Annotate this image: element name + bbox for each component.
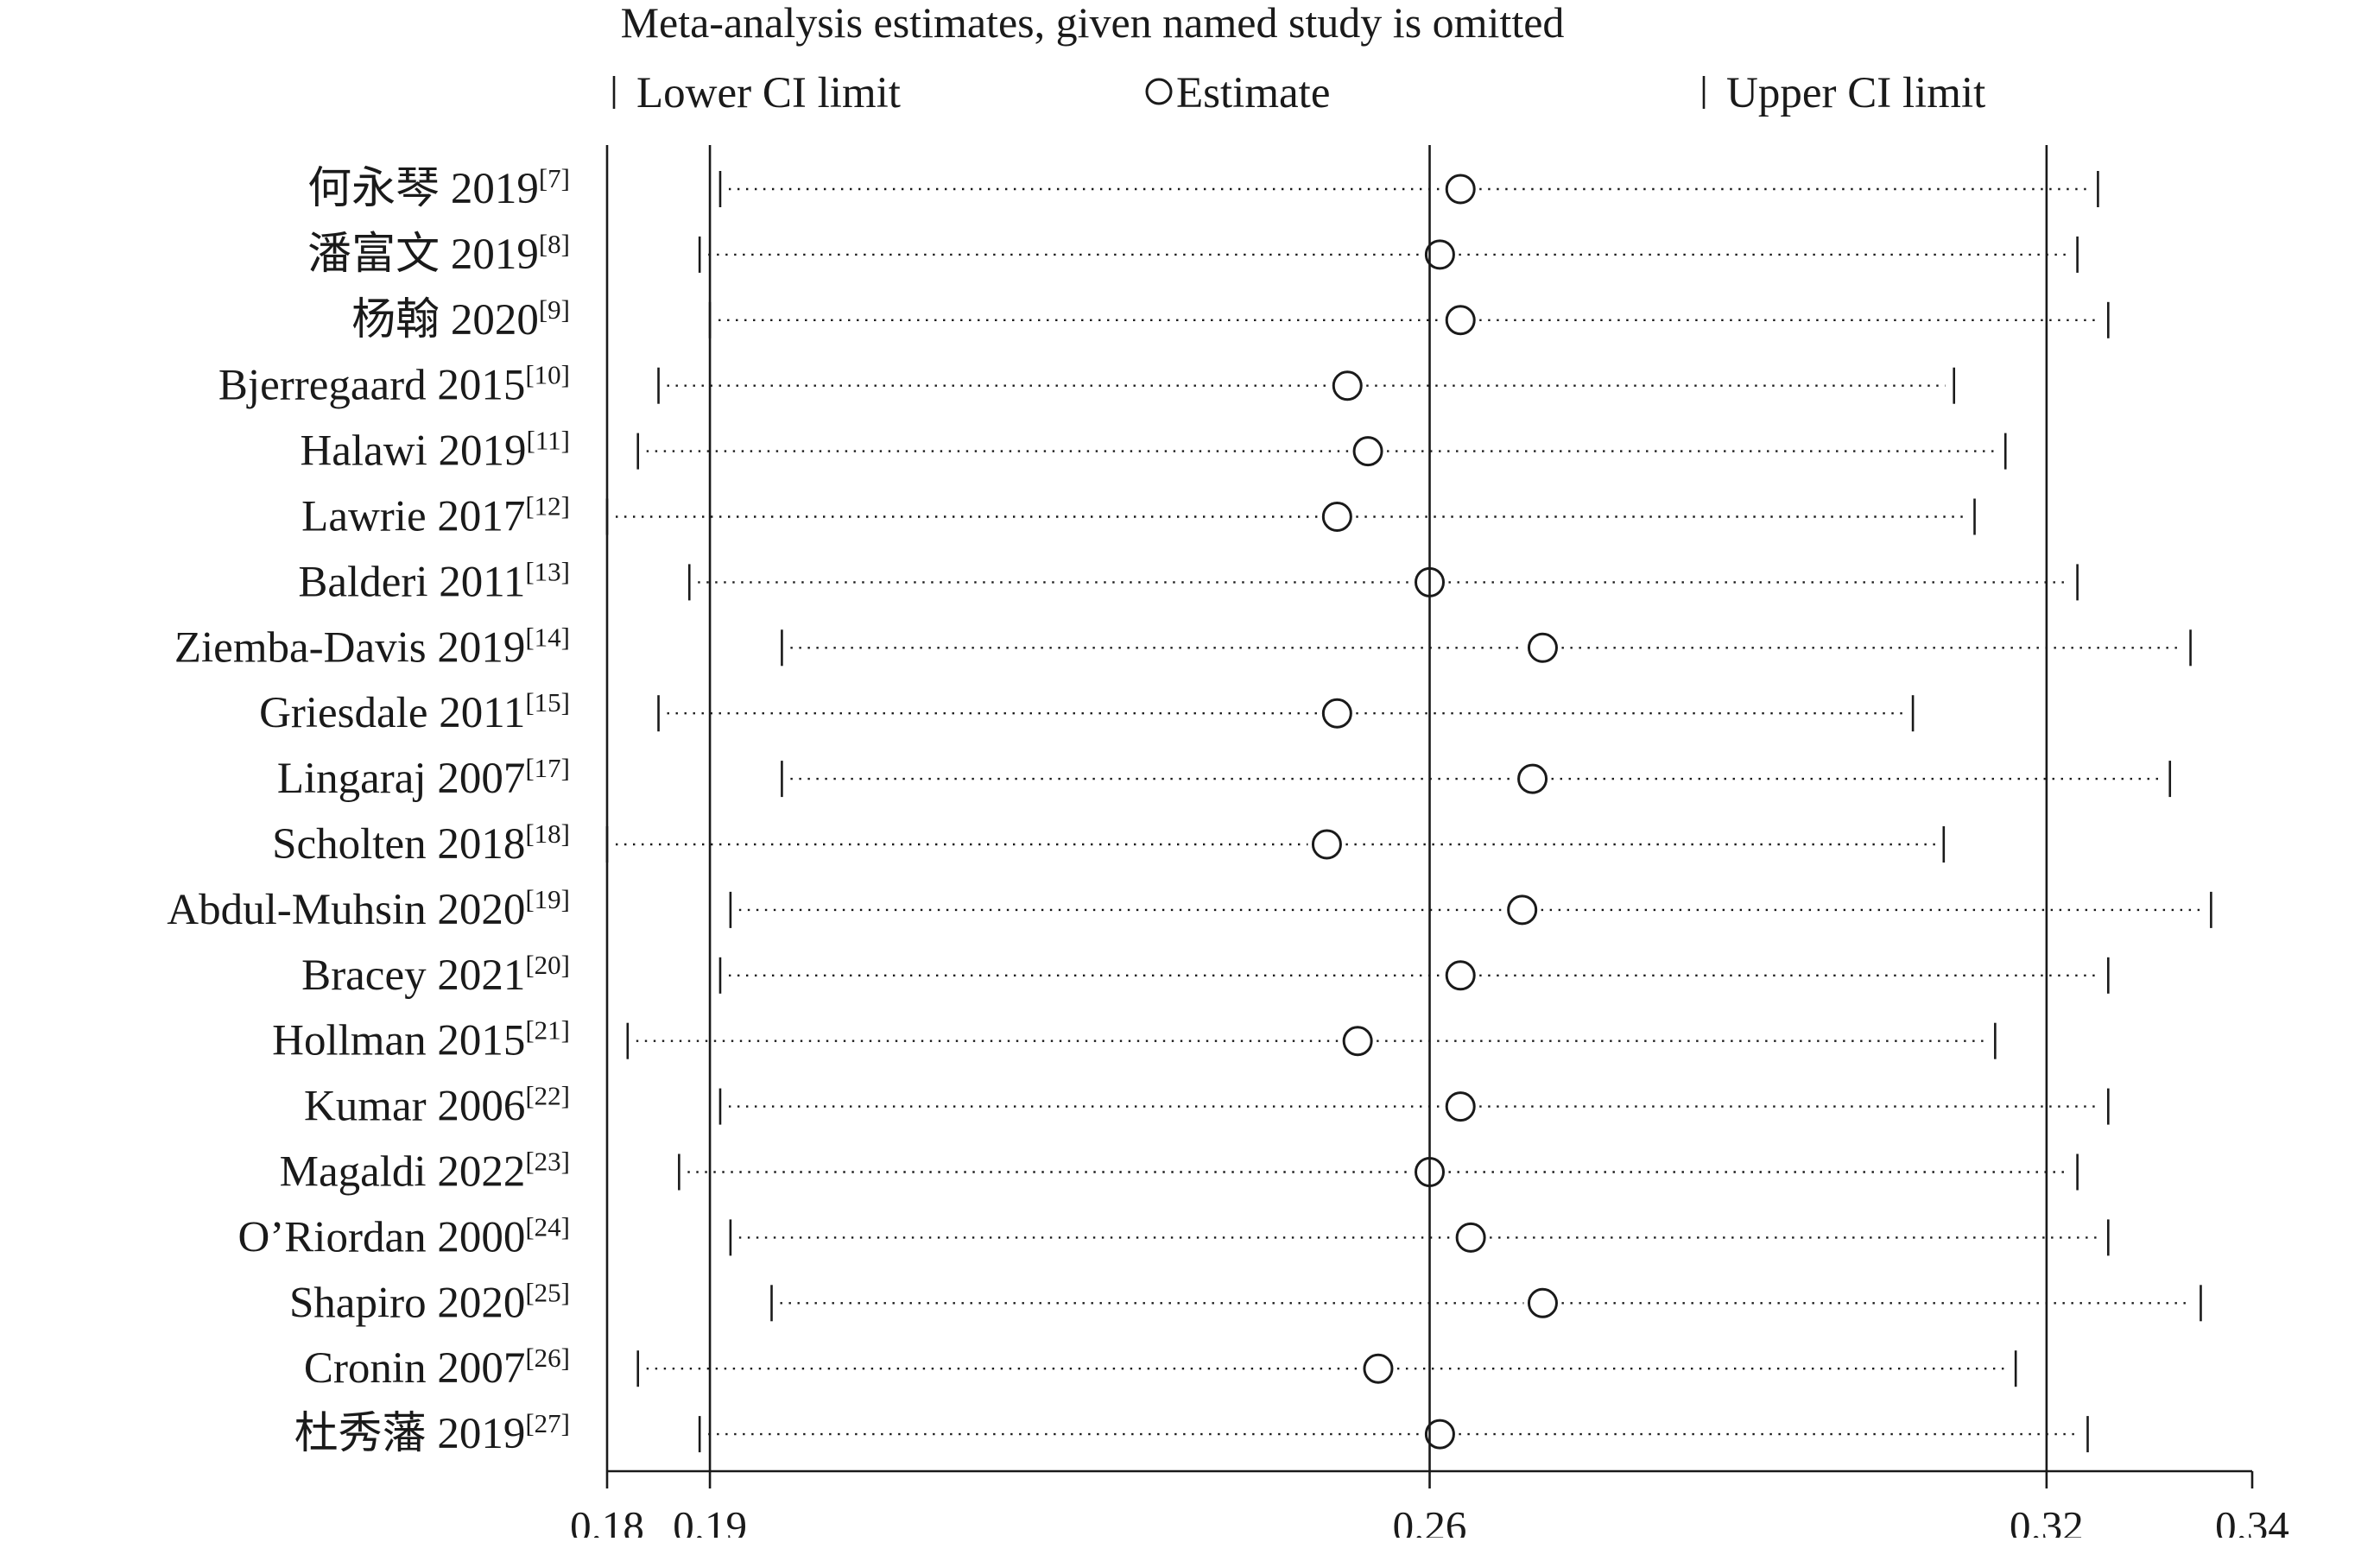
study-ref: [27] bbox=[525, 1408, 570, 1438]
study-label-12: Bracey 2021[20] bbox=[301, 950, 570, 1000]
x-tick-label-4: 0.34 bbox=[2215, 1502, 2289, 1538]
study-name: Ziemba-Davis 2019 bbox=[174, 623, 525, 672]
estimate-point-7 bbox=[1527, 632, 1558, 663]
legend-lower-label: Lower CI limit bbox=[636, 69, 901, 117]
study-ref: [7] bbox=[539, 163, 570, 193]
study-ref: [15] bbox=[525, 687, 570, 717]
estimate-point-17 bbox=[1527, 1287, 1558, 1318]
x-tick-label-3: 0.32 bbox=[2010, 1502, 2084, 1538]
study-label-2: 杨翰 2020[9] bbox=[351, 294, 570, 344]
x-tick-label-1: 0.19 bbox=[673, 1502, 747, 1538]
legend-estimate-marker bbox=[1145, 78, 1173, 105]
study-label-11: Abdul-Muhsin 2020[19] bbox=[167, 884, 570, 934]
study-ref: [21] bbox=[525, 1015, 570, 1046]
estimate-point-15 bbox=[1415, 1157, 1445, 1187]
study-ref: [11] bbox=[527, 426, 571, 456]
study-name: Scholten 2018 bbox=[272, 820, 525, 869]
estimate-point-5 bbox=[1321, 502, 1352, 532]
study-name: Lawrie 2017 bbox=[301, 493, 525, 541]
estimate-point-2 bbox=[1445, 305, 1476, 336]
study-name: Magaldi 2022 bbox=[280, 1148, 526, 1197]
legend: Lower CI limit Estimate Upper CI limit bbox=[612, 69, 1985, 117]
study-name: Balderi 2011 bbox=[298, 558, 525, 606]
study-ref: [22] bbox=[525, 1081, 570, 1111]
estimate-point-6 bbox=[1415, 566, 1445, 597]
study-label-8: Griesdale 2011[15] bbox=[259, 687, 570, 737]
study-ref: [9] bbox=[539, 294, 570, 325]
estimate-point-1 bbox=[1424, 239, 1455, 270]
study-name: 潘富文 2019 bbox=[307, 231, 539, 279]
study-label-1: 潘富文 2019[8] bbox=[307, 229, 570, 279]
study-label-7: Ziemba-Davis 2019[14] bbox=[174, 622, 570, 672]
estimate-point-13 bbox=[1342, 1026, 1373, 1057]
study-name: Cronin 2007 bbox=[304, 1344, 525, 1393]
study-label-6: Balderi 2011[13] bbox=[298, 556, 570, 606]
study-ref: [12] bbox=[525, 491, 570, 521]
legend-upper-label: Upper CI limit bbox=[1726, 69, 1985, 117]
study-label-10: Scholten 2018[18] bbox=[272, 818, 570, 869]
study-ref: [19] bbox=[525, 884, 570, 914]
study-name: 杨翰 2020 bbox=[351, 296, 539, 344]
study-ref: [20] bbox=[525, 950, 570, 980]
study-name: Abdul-Muhsin 2020 bbox=[167, 886, 525, 934]
estimate-point-0 bbox=[1445, 174, 1476, 205]
study-label-19: 杜秀藩 2019[27] bbox=[294, 1408, 570, 1458]
estimate-point-12 bbox=[1445, 960, 1476, 991]
estimate-point-10 bbox=[1311, 829, 1342, 860]
estimate-point-8 bbox=[1321, 698, 1352, 729]
study-ref: [24] bbox=[525, 1211, 570, 1242]
study-label-17: Shapiro 2020[25] bbox=[289, 1277, 570, 1327]
study-label-0: 何永琴 2019[7] bbox=[307, 163, 570, 213]
study-label-15: Magaldi 2022[23] bbox=[280, 1147, 570, 1197]
study-name: Shapiro 2020 bbox=[289, 1279, 525, 1327]
estimate-point-16 bbox=[1455, 1222, 1486, 1253]
study-ref: [8] bbox=[539, 229, 570, 259]
study-ref: [18] bbox=[525, 818, 570, 849]
estimate-point-4 bbox=[1352, 436, 1383, 467]
estimate-point-11 bbox=[1507, 894, 1538, 926]
legend-estimate-label: Estimate bbox=[1176, 69, 1330, 117]
study-label-14: Kumar 2006[22] bbox=[304, 1081, 570, 1131]
study-name: Halawi 2019 bbox=[300, 427, 526, 476]
study-label-5: Lawrie 2017[12] bbox=[301, 491, 570, 541]
study-name: O’Riordan 2000 bbox=[237, 1213, 525, 1261]
estimate-point-14 bbox=[1445, 1091, 1476, 1122]
study-label-13: Hollman 2015[21] bbox=[272, 1015, 570, 1065]
study-name: 杜秀藩 2019 bbox=[294, 1410, 526, 1458]
study-label-9: Lingaraj 2007[17] bbox=[277, 753, 570, 803]
study-name: Hollman 2015 bbox=[272, 1017, 525, 1065]
x-tick-label-2: 0.26 bbox=[1393, 1502, 1467, 1538]
study-name: Griesdale 2011 bbox=[259, 689, 525, 737]
study-ref: [17] bbox=[525, 753, 570, 783]
estimate-point-19 bbox=[1424, 1419, 1455, 1450]
estimate-point-9 bbox=[1517, 763, 1548, 794]
study-ref: [26] bbox=[525, 1343, 570, 1373]
study-ref: [13] bbox=[525, 556, 570, 586]
study-label-4: Halawi 2019[11] bbox=[300, 426, 570, 476]
study-ref: [14] bbox=[525, 622, 570, 652]
chart-title: Meta-analysis estimates, given named stu… bbox=[621, 0, 1565, 47]
study-name: Bjerregaard 2015 bbox=[218, 362, 525, 410]
study-ref: [23] bbox=[525, 1147, 570, 1177]
estimate-point-3 bbox=[1332, 370, 1363, 401]
x-tick-label-0: 0.18 bbox=[570, 1502, 644, 1538]
estimate-point-18 bbox=[1363, 1353, 1394, 1384]
study-ref: [10] bbox=[525, 360, 570, 390]
study-label-16: O’Riordan 2000[24] bbox=[237, 1211, 570, 1261]
study-ref: [25] bbox=[525, 1277, 570, 1307]
study-name: Lingaraj 2007 bbox=[277, 755, 526, 803]
study-name: Kumar 2006 bbox=[304, 1083, 525, 1131]
study-name: Bracey 2021 bbox=[301, 951, 525, 1000]
study-label-3: Bjerregaard 2015[10] bbox=[218, 360, 570, 410]
study-label-18: Cronin 2007[26] bbox=[304, 1343, 570, 1393]
study-name: 何永琴 2019 bbox=[307, 165, 539, 213]
